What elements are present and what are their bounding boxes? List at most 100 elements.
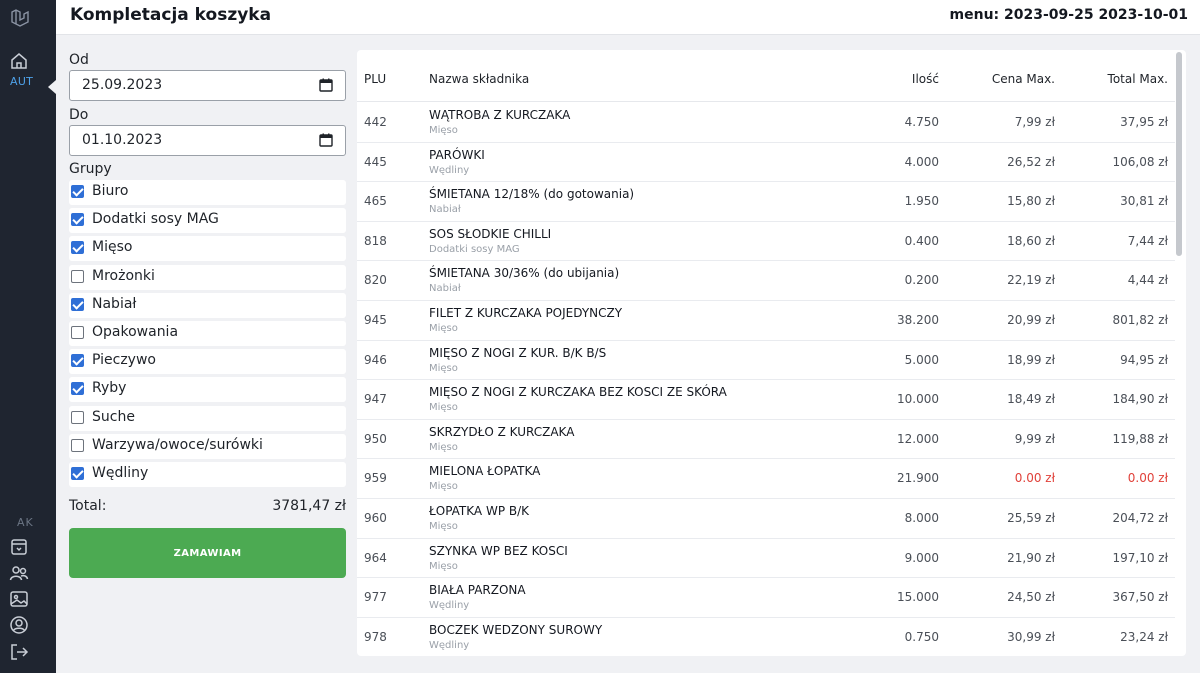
table-row[interactable]: 947 MIĘSO Z NOGI Z KURCZAKA BEZ KOSCI ZE … bbox=[357, 380, 1175, 420]
cell-plu: 977 bbox=[364, 590, 387, 605]
to-date-input[interactable]: 01.10.2023 bbox=[69, 125, 346, 156]
cell-price: 0.00 zł bbox=[1014, 471, 1055, 486]
cell-group: Nabiał bbox=[429, 204, 461, 216]
group-item[interactable]: Mrożonki bbox=[69, 264, 346, 290]
to-date-value: 01.10.2023 bbox=[82, 132, 163, 148]
group-checkbox[interactable] bbox=[71, 382, 84, 396]
group-checkbox[interactable] bbox=[71, 438, 84, 452]
header-total[interactable]: Total Max. bbox=[1107, 72, 1168, 86]
table-row[interactable]: 445 PARÓWKI Wędliny 4.000 26,52 zł 106,08 zł bbox=[357, 143, 1175, 183]
cell-plu: 818 bbox=[364, 233, 387, 248]
groups-label: Grupy bbox=[69, 161, 112, 177]
cell-plu: 442 bbox=[364, 115, 387, 129]
cell-name: MIĘSO Z NOGI Z KURCZAKA BEZ KOSCI ZE SKÓ… bbox=[429, 385, 727, 400]
cell-qty: 5.000 bbox=[904, 352, 939, 367]
cell-qty: 0.400 bbox=[904, 233, 939, 248]
from-date-value: 25.09.2023 bbox=[82, 77, 163, 93]
cell-name: BIAŁA PARZONA bbox=[429, 583, 526, 598]
table-row[interactable]: 945 FILET Z KURCZAKA POJEDYNCZY Mięso 38.20… bbox=[357, 301, 1175, 341]
group-checkbox[interactable] bbox=[71, 185, 84, 198]
group-checkbox[interactable] bbox=[71, 269, 84, 283]
group-checkbox[interactable] bbox=[71, 297, 84, 311]
group-item[interactable]: Suche bbox=[69, 405, 346, 431]
group-item[interactable]: Opakowania bbox=[69, 321, 346, 346]
group-item[interactable]: Dodatki sosy MAG bbox=[69, 208, 346, 234]
logout-icon[interactable] bbox=[9, 642, 29, 662]
group-checkbox[interactable] bbox=[71, 241, 84, 255]
cell-group: Wędliny bbox=[429, 164, 470, 176]
cell-name: FILET Z KURCZAKA POJEDYNCZY bbox=[429, 306, 623, 320]
archive-icon[interactable] bbox=[9, 537, 29, 557]
from-date-input[interactable]: 25.09.2023 bbox=[69, 70, 346, 101]
table-row[interactable]: 946 MIĘSO Z NOGI Z KUR. B/K B/S Mięso 5.000… bbox=[357, 341, 1175, 381]
total-label: Total: bbox=[69, 498, 107, 514]
order-button[interactable]: ZAMAWIAM bbox=[69, 528, 346, 578]
active-indicator bbox=[48, 80, 56, 94]
cell-price: 21,90 zł bbox=[1007, 550, 1055, 565]
table-row[interactable]: 950 SKRZYDŁO Z KURCZAKA Mięso 12.000 9,99 zł… bbox=[357, 420, 1175, 460]
cell-group: Mięso bbox=[429, 323, 458, 334]
page-title: Kompletacja koszyka bbox=[70, 5, 272, 25]
cell-total: 204,72 zł bbox=[1112, 511, 1168, 525]
cell-qty: 15.000 bbox=[897, 590, 939, 605]
table-row[interactable]: 818 SOS SŁODKIE CHILLI Dodatki sosy MAG 0.4… bbox=[357, 222, 1175, 262]
header-name[interactable]: Nazwa składnika bbox=[429, 72, 530, 86]
table-row[interactable]: 959 MIELONA ŁOPATKA Mięso 21.900 0.00 zł 0.00… bbox=[357, 459, 1175, 499]
group-item[interactable]: Nabiał bbox=[69, 292, 346, 318]
logo-icon[interactable] bbox=[8, 6, 32, 30]
cell-total: 197,10 zł bbox=[1112, 550, 1168, 565]
calendar-icon[interactable] bbox=[319, 78, 333, 92]
cell-total: 30,81 zł bbox=[1120, 194, 1168, 209]
group-checkbox[interactable] bbox=[71, 354, 84, 368]
group-label: Ryby bbox=[92, 380, 127, 397]
cell-group: Mięso bbox=[429, 362, 458, 374]
cell-price: 24,50 zł bbox=[1007, 590, 1055, 605]
group-item[interactable]: Biuro bbox=[69, 180, 346, 205]
table-scrollbar[interactable] bbox=[1176, 52, 1182, 256]
nav-section-aut[interactable]: AUT bbox=[10, 75, 34, 88]
group-checkbox[interactable] bbox=[71, 326, 84, 339]
table-row[interactable]: 960 ŁOPATKA WP B/K Mięso 8.000 25,59 zł 204,7… bbox=[357, 499, 1175, 539]
group-item[interactable]: Wędliny bbox=[69, 462, 346, 487]
group-checkbox[interactable] bbox=[71, 467, 84, 480]
group-label: Wędliny bbox=[92, 465, 149, 481]
table-row[interactable]: 978 BOCZEK WEDZONY SUROWY Wędliny 0.750 30,9… bbox=[357, 618, 1175, 656]
cell-price: 15,80 zł bbox=[1007, 194, 1055, 209]
cell-qty: 8.000 bbox=[904, 511, 939, 525]
profile-icon[interactable] bbox=[9, 615, 29, 635]
group-item[interactable]: Mięso bbox=[69, 236, 346, 262]
cell-qty: 21.900 bbox=[897, 471, 939, 486]
calendar-icon[interactable] bbox=[319, 133, 333, 147]
header-qty[interactable]: Ilość bbox=[911, 72, 939, 86]
table-row[interactable]: 442 WĄTROBA Z KURCZAKA Mięso 4.750 7,99 zł 37… bbox=[357, 103, 1175, 143]
group-checkbox[interactable] bbox=[71, 410, 84, 424]
cell-qty: 10.000 bbox=[897, 392, 939, 407]
group-item[interactable]: Pieczywo bbox=[69, 349, 346, 375]
cell-price: 26,52 zł bbox=[1007, 154, 1055, 169]
table-row[interactable]: 977 BIAŁA PARZONA Wędliny 15.000 24,50 zł 367… bbox=[357, 578, 1175, 618]
cell-group: Mięso bbox=[429, 402, 458, 414]
header-price[interactable]: Cena Max. bbox=[991, 72, 1055, 86]
image-icon[interactable] bbox=[9, 589, 29, 609]
cell-plu: 820 bbox=[364, 273, 387, 288]
group-item[interactable]: Warzywa/owoce/surówki bbox=[69, 433, 346, 459]
header-plu[interactable]: PLU bbox=[364, 72, 387, 86]
cell-total: 367,50 zł bbox=[1112, 590, 1168, 605]
home-icon[interactable] bbox=[9, 51, 29, 71]
cell-name: MIĘSO Z NOGI Z KUR. B/K B/S bbox=[429, 345, 607, 360]
cell-plu: 945 bbox=[364, 313, 387, 327]
group-checkbox[interactable] bbox=[71, 213, 84, 227]
users-icon[interactable] bbox=[9, 563, 29, 583]
cell-price: 9,99 zł bbox=[1014, 431, 1055, 446]
cell-total: 119,88 zł bbox=[1112, 431, 1168, 446]
ingredients-table: PLU Nazwa składnika Ilość Cena Max. Tota… bbox=[357, 50, 1186, 656]
table-row[interactable]: 964 SZYNKA WP BEZ KOSCI Mięso 9.000 21,90 zł… bbox=[357, 539, 1175, 579]
group-label: Pieczywo bbox=[92, 352, 156, 369]
cell-total: 23,24 zł bbox=[1120, 629, 1168, 644]
group-item[interactable]: Ryby bbox=[69, 377, 346, 403]
cell-name: BOCZEK WEDZONY SUROWY bbox=[429, 622, 603, 637]
table-row[interactable]: 465 ŚMIETANA 12/18% (do gotowania) Nabiał 1… bbox=[357, 182, 1175, 222]
header: Kompletacja koszyka menu: 2023-09-25 202… bbox=[56, 0, 1200, 35]
cell-qty: 4.000 bbox=[904, 154, 939, 169]
table-row[interactable]: 820 ŚMIETANA 30/36% (do ubijania) Nabiał 0.… bbox=[357, 261, 1175, 301]
